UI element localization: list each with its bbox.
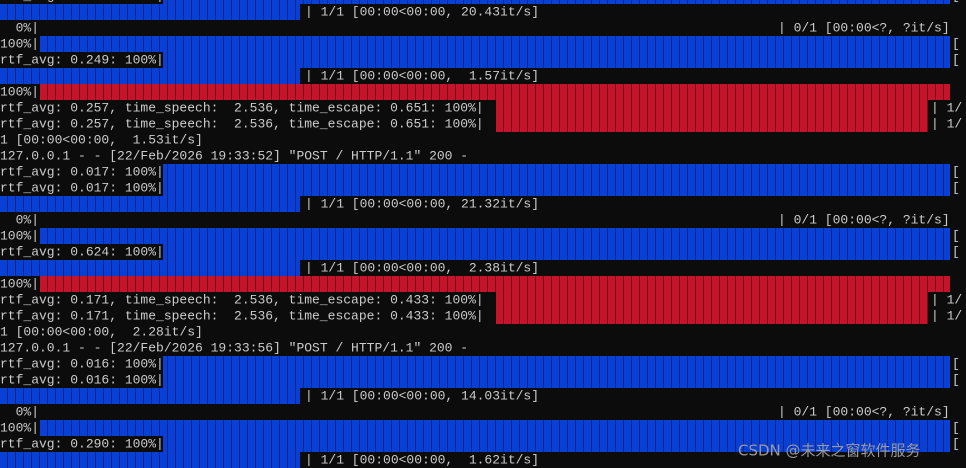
progress-status: [ [952,36,960,51]
progress-status: | 0/1 [00:00<?, ?it/s] [778,20,950,35]
progress-bar [40,276,950,292]
log-text: 0%| [0,20,39,35]
progress-status: | 1/1 [00:00<00:00, 20.43it/s] [305,4,539,19]
log-text: 0%| [0,212,39,227]
progress-bar [163,52,950,68]
progress-bar [0,388,300,404]
log-text: 127.0.0.1 - - [22/Feb/2026 19:33:52] "PO… [0,148,468,163]
log-text: rtf_avg: 0.624: 100%| [0,244,164,259]
log-text: 127.0.0.1 - - [22/Feb/2026 19:33:56] "PO… [0,340,468,355]
watermark: CSDN @未来之窗软件服务 [738,442,921,460]
log-text: rtf_avg: 0.017: 100%| [0,0,164,3]
progress-bar [40,84,950,100]
progress-bar [496,100,928,116]
log-text: rtf_avg: 0.249: 100%| [0,52,164,67]
log-text: rtf_avg: 0.017: 100%| [0,164,164,179]
progress-status: | 1/ [931,292,962,307]
progress-status: | 1/1 [00:00<00:00, 1.57it/s] [305,68,539,83]
log-text: 1 [00:00<00:00, 2.28it/s] [0,324,203,339]
progress-status: [ [952,52,960,67]
progress-status: | 1/1 [00:00<00:00, 21.32it/s] [305,196,539,211]
progress-status: [ [952,228,960,243]
progress-bar [0,196,300,212]
progress-status: | 1/ [931,308,962,323]
progress-bar [163,244,950,260]
log-text: rtf_avg: 0.016: 100%| [0,372,164,387]
log-text: rtf_avg: 0.016: 100%| [0,356,164,371]
progress-bar [0,260,300,276]
progress-bar [40,420,950,436]
progress-status: | 1/1 [00:00<00:00, 1.62it/s] [305,452,539,467]
log-text: rtf_avg: 0.257, time_speech: 2.536, time… [0,100,484,115]
progress-bar [0,452,300,468]
progress-status: [ [952,244,960,259]
log-text: rtf_avg: 0.171, time_speech: 2.536, time… [0,308,484,323]
progress-bar [163,164,950,180]
log-text: 100%| [0,276,39,291]
progress-bar [163,436,950,452]
progress-status: [ [952,164,960,179]
log-text: 100%| [0,420,39,435]
progress-bar [40,228,950,244]
progress-status: | 1/ [931,116,962,131]
log-text: 1 [00:00<00:00, 1.53it/s] [0,132,203,147]
log-text: 100%| [0,228,39,243]
progress-status: | 0/1 [00:00<?, ?it/s] [778,404,950,419]
progress-bar [496,116,928,132]
log-text: rtf_avg: 0.290: 100%| [0,436,164,451]
progress-status: [ [952,372,960,387]
progress-status: [ [952,356,960,371]
progress-bar [0,68,300,84]
log-text: rtf_avg: 0.017: 100%| [0,180,164,195]
progress-bar [163,0,950,4]
progress-status: | 0/1 [00:00<?, ?it/s] [778,212,950,227]
progress-status: [ [952,436,960,451]
progress-status: [ [952,0,960,3]
log-text: 100%| [0,36,39,51]
progress-status: | 1/1 [00:00<00:00, 2.38it/s] [305,260,539,275]
progress-bar [40,36,950,52]
progress-status: [ [952,420,960,435]
log-text: 100%| [0,84,39,99]
progress-status: [ [952,180,960,195]
progress-status: | 1/1 [00:00<00:00, 14.03it/s] [305,388,539,403]
progress-bar [163,372,950,388]
progress-status: | 1/ [931,100,962,115]
log-text: rtf_avg: 0.257, time_speech: 2.536, time… [0,116,484,131]
log-text: rtf_avg: 0.171, time_speech: 2.536, time… [0,292,484,307]
progress-bar [496,292,928,308]
progress-bar [163,180,950,196]
progress-bar [0,4,300,20]
log-text: 0%| [0,404,39,419]
progress-bar [496,308,928,324]
progress-bar [163,356,950,372]
